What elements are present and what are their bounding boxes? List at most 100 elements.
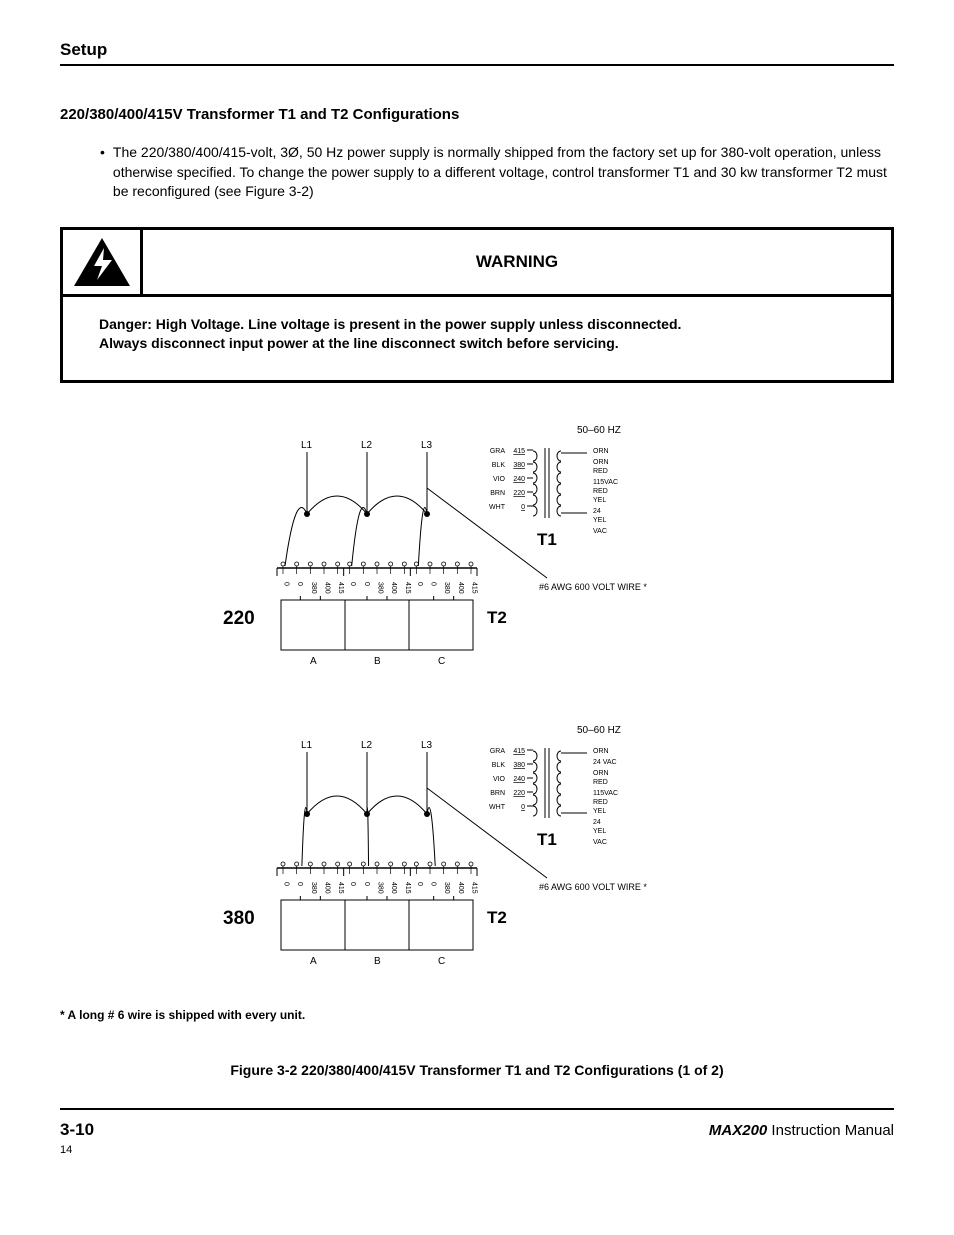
svg-text:240: 240 xyxy=(513,776,525,783)
diagram-380: 380 T1 T2 50–60 HZL1L2L3#6 AWG 600 VOLT … xyxy=(247,718,707,978)
manual-suffix: Instruction Manual xyxy=(767,1122,894,1139)
svg-text:YEL: YEL xyxy=(593,828,606,835)
warning-icon-cell xyxy=(63,230,143,294)
svg-text:24 VAC: 24 VAC xyxy=(593,759,617,766)
svg-text:ORN: ORN xyxy=(593,770,609,777)
svg-text:L3: L3 xyxy=(421,740,433,751)
svg-text:415: 415 xyxy=(404,582,411,594)
svg-text:380: 380 xyxy=(310,882,317,894)
svg-text:WHT: WHT xyxy=(489,804,506,811)
svg-text:ORN: ORN xyxy=(593,459,609,466)
svg-text:115VAC: 115VAC xyxy=(593,790,618,797)
svg-text:A: A xyxy=(310,656,317,667)
voltage-label-220: 220 xyxy=(223,608,255,630)
svg-text:380: 380 xyxy=(513,762,525,769)
svg-text:0: 0 xyxy=(296,582,303,586)
svg-text:400: 400 xyxy=(324,882,331,894)
svg-text:YEL: YEL xyxy=(593,517,606,524)
svg-text:380: 380 xyxy=(443,582,450,594)
diagram-220: 220 T1 T2 50–60 HZL1L2L3#6 AWG 600 VOLT … xyxy=(247,418,707,678)
high-voltage-icon xyxy=(72,236,132,288)
svg-text:#6 AWG 600 VOLT WIRE *: #6 AWG 600 VOLT WIRE * xyxy=(539,882,647,892)
svg-text:0: 0 xyxy=(430,582,437,586)
page-footer: 3-10 14 MAX200 Instruction Manual xyxy=(60,1108,894,1156)
svg-text:0: 0 xyxy=(521,804,525,811)
svg-text:0: 0 xyxy=(416,582,423,586)
page-sub-title: 220/380/400/415V Transformer T1 and T2 C… xyxy=(60,106,894,123)
svg-text:VIO: VIO xyxy=(493,776,506,783)
svg-text:0: 0 xyxy=(283,882,290,886)
manual-brand: MAX200 xyxy=(709,1122,767,1139)
page-number: 3-10 xyxy=(60,1120,94,1140)
svg-text:VAC: VAC xyxy=(593,839,607,846)
svg-text:#6 AWG 600 VOLT WIRE *: #6 AWG 600 VOLT WIRE * xyxy=(539,582,647,592)
svg-text:L2: L2 xyxy=(361,440,373,451)
diagram-area: 220 T1 T2 50–60 HZ L1 L2 L3 #6 AWG 600 VOLT … xyxy=(60,418,894,978)
svg-text:415: 415 xyxy=(513,448,525,455)
svg-text:YEL: YEL xyxy=(593,497,606,504)
svg-text:0: 0 xyxy=(349,882,356,886)
svg-text:0: 0 xyxy=(283,582,290,586)
svg-text:0: 0 xyxy=(296,882,303,886)
warning-header-row: WARNING xyxy=(63,230,891,297)
svg-text:VIO: VIO xyxy=(493,476,506,483)
svg-text:380: 380 xyxy=(310,582,317,594)
svg-text:L3: L3 xyxy=(421,440,433,451)
t2-label-380: T2 xyxy=(487,908,507,928)
svg-text:24: 24 xyxy=(593,508,601,515)
svg-text:50–60 HZ: 50–60 HZ xyxy=(577,725,621,736)
svg-text:YEL: YEL xyxy=(593,808,606,815)
svg-text:240: 240 xyxy=(513,476,525,483)
svg-text:24: 24 xyxy=(593,819,601,826)
svg-text:A: A xyxy=(310,956,317,967)
svg-text:115VAC: 115VAC xyxy=(593,479,618,486)
svg-text:RED: RED xyxy=(593,468,608,475)
svg-text:400: 400 xyxy=(324,582,331,594)
svg-text:0: 0 xyxy=(416,882,423,886)
svg-text:ORN: ORN xyxy=(593,748,609,755)
svg-text:415: 415 xyxy=(513,748,525,755)
svg-text:C: C xyxy=(438,656,445,667)
bullet-dot: • xyxy=(100,143,105,202)
svg-text:B: B xyxy=(374,956,381,967)
svg-text:RED: RED xyxy=(593,779,608,786)
svg-text:L1: L1 xyxy=(301,440,313,451)
svg-text:415: 415 xyxy=(471,582,478,594)
svg-text:GRA: GRA xyxy=(490,448,506,455)
manual-title: MAX200 Instruction Manual xyxy=(709,1122,894,1139)
svg-text:0: 0 xyxy=(349,582,356,586)
svg-text:415: 415 xyxy=(337,582,344,594)
svg-text:BLK: BLK xyxy=(492,762,506,769)
svg-text:380: 380 xyxy=(377,882,384,894)
svg-text:C: C xyxy=(438,956,445,967)
bullet-text: The 220/380/400/415-volt, 3Ø, 50 Hz powe… xyxy=(113,143,894,202)
wiring-diagram-220-svg: 50–60 HZ L1 L2 L3 #6 AWG 600 VOLT WIRE * GRA 4… xyxy=(247,418,707,678)
voltage-label-380: 380 xyxy=(223,908,255,930)
small-page-number: 14 xyxy=(60,1144,94,1156)
svg-text:50–60 HZ: 50–60 HZ xyxy=(577,425,621,436)
warning-box: WARNING Danger: High Voltage. Line volta… xyxy=(60,227,894,383)
wiring-diagram-380-svg: 50–60 HZL1L2L3#6 AWG 600 VOLT WIRE *GRA4… xyxy=(247,718,707,978)
svg-text:BRN: BRN xyxy=(490,490,505,497)
svg-text:RED: RED xyxy=(593,799,608,806)
svg-text:L2: L2 xyxy=(361,740,373,751)
svg-text:220: 220 xyxy=(513,790,525,797)
svg-text:0: 0 xyxy=(363,882,370,886)
svg-text:400: 400 xyxy=(390,582,397,594)
svg-text:380: 380 xyxy=(443,882,450,894)
svg-text:VAC: VAC xyxy=(593,528,607,535)
bullet-item: • The 220/380/400/415-volt, 3Ø, 50 Hz po… xyxy=(100,143,894,202)
svg-text:BLK: BLK xyxy=(492,462,506,469)
figure-caption: Figure 3-2 220/380/400/415V Transformer … xyxy=(60,1062,894,1078)
svg-text:415: 415 xyxy=(404,882,411,894)
warning-line-1: Danger: High Voltage. Line voltage is pr… xyxy=(99,315,855,335)
svg-text:380: 380 xyxy=(513,462,525,469)
svg-text:RED: RED xyxy=(593,488,608,495)
t1-label-380: T1 xyxy=(537,830,557,850)
svg-text:L1: L1 xyxy=(301,740,313,751)
svg-text:B: B xyxy=(374,656,381,667)
svg-text:ORN: ORN xyxy=(593,448,609,455)
section-header: Setup xyxy=(60,40,894,66)
svg-text:400: 400 xyxy=(457,882,464,894)
svg-text:415: 415 xyxy=(337,882,344,894)
